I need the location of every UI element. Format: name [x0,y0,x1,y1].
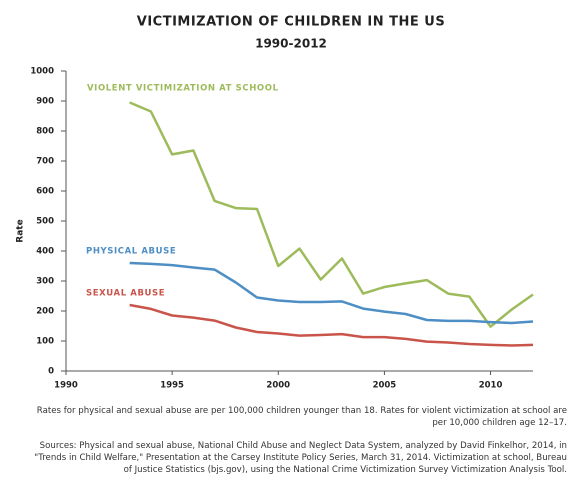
y-tick-label: 300 [36,277,54,287]
y-tick-label: 700 [36,157,54,167]
legend-label: SEXUAL ABUSE [86,289,165,299]
y-axis-label: Rate [16,219,26,242]
x-tick-label: 1990 [54,381,78,391]
y-tick-label: 500 [36,217,54,227]
y-tick-label: 0 [48,367,54,377]
legend-label: PHYSICAL ABUSE [86,247,176,257]
chart-title: VICTIMIZATION OF CHILDREN IN THE US [137,15,445,30]
y-tick-label: 200 [36,307,54,317]
y-tick-label: 100 [36,337,54,347]
y-tick-label: 800 [36,127,54,137]
y-tick-label: 600 [36,187,54,197]
series-line [129,261,534,325]
footnote: Rates for physical and sexual abuse are … [36,406,567,428]
legend-label: VIOLENT VICTIMIZATION AT SCHOOL [87,84,279,94]
source-note: Sources: Physical and sexual abuse, Nati… [34,441,567,475]
y-tick-label: 400 [36,247,54,257]
y-tick-label: 900 [36,97,54,107]
x-tick-label: 1995 [160,381,184,391]
x-tick-label: 2000 [266,381,290,391]
series-line [129,101,534,328]
x-tick-label: 2005 [373,381,397,391]
series-line [129,303,534,347]
x-tick-label: 2010 [479,381,503,391]
y-tick-label: 1000 [30,67,54,77]
chart: VICTIMIZATION OF CHILDREN IN THE US 1990… [16,15,534,391]
chart-subtitle: 1990-2012 [255,37,327,51]
